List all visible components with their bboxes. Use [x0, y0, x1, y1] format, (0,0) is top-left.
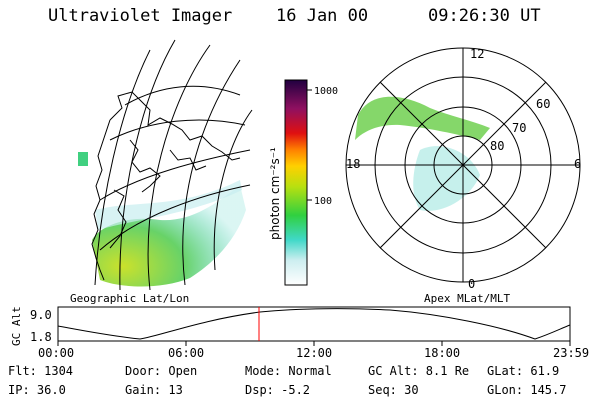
mlt-label-6: 6 — [574, 157, 581, 171]
colorbar-unit-label: photon cm⁻²s⁻¹ — [268, 147, 282, 240]
parallel-line — [99, 149, 251, 201]
aurora-patch — [78, 152, 88, 166]
mlt-label-12: 12 — [470, 47, 484, 61]
mlat-label-60: 60 — [536, 97, 550, 111]
polar-plot-panel — [345, 47, 581, 283]
status-seq: Seq: 30 — [368, 383, 419, 397]
parallel-line — [109, 119, 246, 141]
meridian-line — [119, 39, 176, 291]
geo-panel-label: Geographic Lat/Lon — [70, 292, 189, 305]
aurora-diffuse-speckle — [95, 180, 242, 230]
orbit-xtick-label: 18:00 — [424, 346, 460, 360]
aurora-oval-emission — [355, 96, 490, 140]
status-glat: GLat: 61.9 — [487, 364, 560, 378]
polar-panel-label: Apex MLat/MLT — [424, 292, 510, 305]
meridian-line — [213, 109, 253, 271]
status-ip: IP: 36.0 — [8, 383, 66, 397]
coastline — [91, 91, 241, 281]
mlt-label-18: 18 — [346, 157, 360, 171]
polar-meridian — [379, 81, 547, 249]
mlat-label-80: 80 — [490, 139, 504, 153]
orbit-ytick: 9.0 — [30, 308, 52, 322]
meridian-line — [147, 44, 211, 291]
geographic-map-panel — [78, 39, 253, 291]
orbit-xtick-label: 23:59 — [553, 346, 589, 360]
altitude-curve — [57, 308, 571, 340]
orbit-ytick: 1.8 — [30, 330, 52, 344]
status-gc-alt: GC Alt: 8.1 Re — [368, 364, 470, 378]
meridian-line — [94, 49, 151, 286]
status-dsp: Dsp: -5.2 — [245, 383, 311, 397]
status-flight: Flt: 1304 — [8, 364, 74, 378]
status-mode: Mode: Normal — [245, 364, 332, 378]
parallel-line — [124, 85, 241, 106]
orbit-plot-frame — [57, 306, 571, 342]
colorbar-tick-label: 100 — [314, 196, 332, 207]
orbit-ylabel: GC Alt — [10, 306, 23, 346]
orbit-altitude-plot — [57, 306, 571, 346]
aurora-diffuse-emission — [413, 146, 480, 211]
instrument-title: Ultraviolet Imager — [48, 6, 233, 26]
colorbar-tick-label: 1000 — [314, 86, 338, 97]
orbit-xtick-label: 06:00 — [168, 346, 204, 360]
colorbar — [284, 79, 308, 286]
orbit-xtick-label: 12:00 — [296, 346, 332, 360]
orbit-xtick-label: 00:00 — [38, 346, 74, 360]
time-label: 09:26:30 UT — [428, 6, 541, 26]
parallel-line — [99, 184, 251, 251]
status-glon: GLon: 145.7 — [487, 383, 567, 397]
aurora-emission-region — [92, 185, 246, 287]
date-label: 16 Jan 00 — [276, 6, 369, 26]
status-door: Door: Open — [125, 364, 198, 378]
status-gain: Gain: 13 — [125, 383, 183, 397]
mlt-label-0: 0 — [468, 277, 475, 291]
mlat-label-70: 70 — [512, 121, 526, 135]
